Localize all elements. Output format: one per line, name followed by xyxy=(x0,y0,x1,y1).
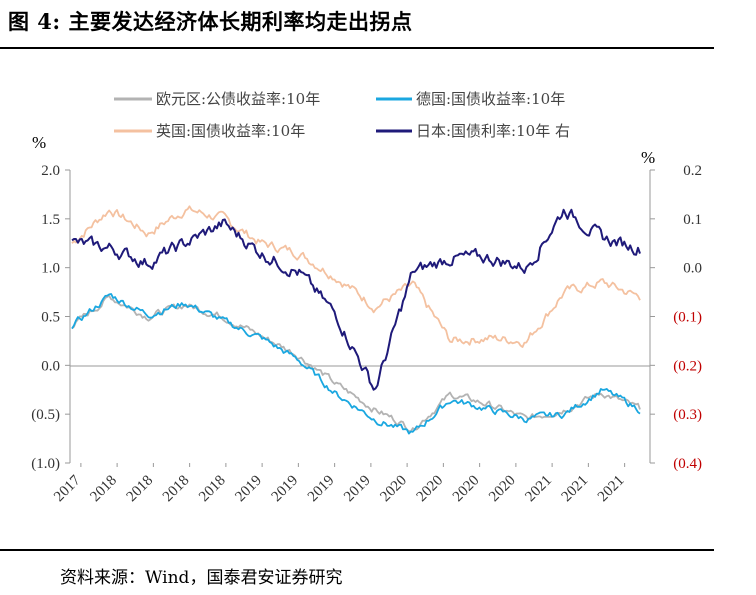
x-tick-label: 2021 xyxy=(522,473,555,506)
x-tick-label: 2021 xyxy=(595,473,628,506)
left-unit-label: % xyxy=(32,133,46,152)
series-lines xyxy=(71,205,641,435)
source-note: 资料来源：Wind，国泰君安证券研究 xyxy=(60,568,343,588)
left-tick-label: (1.0) xyxy=(31,456,60,472)
title-rule xyxy=(0,47,714,49)
x-tick-label: 2017 xyxy=(51,472,84,505)
left-tick-label: 1.5 xyxy=(41,212,60,228)
chart-title: 图 4: 主要发达经济体长期利率均走出拐点 xyxy=(8,9,413,34)
x-tick-label: 2018 xyxy=(160,473,193,506)
series-line-japan xyxy=(71,208,641,391)
x-tick-label: 2021 xyxy=(559,473,592,506)
legend-label-euro: 欧元区:公债收益率:10年 xyxy=(156,90,320,108)
legend-label-japan: 日本:国债利率:10年 右 xyxy=(416,122,570,140)
x-tick-label: 2020 xyxy=(414,473,447,506)
right-tick-label: (0.1) xyxy=(673,310,702,326)
right-axis-ticks: 0.2 0.1 0.0 (0.1) (0.2) (0.3) (0.4) xyxy=(650,163,702,472)
right-tick-label: 0.1 xyxy=(683,212,702,228)
series-line-germany xyxy=(71,293,641,435)
x-tick-label: 2018 xyxy=(196,473,229,506)
left-tick-label: 1.0 xyxy=(41,261,60,277)
right-tick-label: 0.0 xyxy=(683,261,702,277)
legend-label-uk: 英国:国债收益率:10年 xyxy=(156,122,305,140)
right-tick-label: (0.4) xyxy=(673,456,702,472)
right-tick-label: 0.2 xyxy=(683,163,702,179)
x-tick-label: 2018 xyxy=(124,473,157,506)
left-axis-ticks: 2.0 1.5 1.0 0.5 0.0 (0.5) (1.0) xyxy=(31,163,70,472)
x-axis-ticks: 2017 2018 2018 2018 2018 2019 2019 2019 2019 2020… xyxy=(51,463,627,505)
series-line-uk xyxy=(71,205,641,349)
x-tick-label: 2019 xyxy=(269,473,302,506)
x-tick-label: 2020 xyxy=(377,473,410,506)
x-tick-label: 2020 xyxy=(450,473,483,506)
right-unit-label: % xyxy=(641,148,655,167)
x-tick-label: 2019 xyxy=(232,473,265,506)
x-tick-label: 2020 xyxy=(486,473,519,506)
legend-label-germany: 德国:国债收益率:10年 xyxy=(416,90,565,108)
right-tick-label: (0.3) xyxy=(673,407,702,423)
x-tick-label: 2019 xyxy=(341,473,374,506)
left-tick-label: (0.5) xyxy=(31,407,60,423)
left-tick-label: 0.0 xyxy=(41,358,60,374)
series-line-euro xyxy=(71,294,641,433)
right-tick-label: (0.2) xyxy=(673,358,702,374)
left-tick-label: 0.5 xyxy=(41,310,60,326)
footer-rule xyxy=(0,549,714,551)
chart-canvas: 欧元区:公债收益率:10年 德国:国债收益率:10年 英国:国债收益率:10年 … xyxy=(31,90,702,505)
left-tick-label: 2.0 xyxy=(41,163,60,179)
x-tick-label: 2019 xyxy=(305,473,338,506)
legend: 欧元区:公债收益率:10年 德国:国债收益率:10年 英国:国债收益率:10年 … xyxy=(114,90,570,140)
x-tick-label: 2018 xyxy=(87,473,120,506)
